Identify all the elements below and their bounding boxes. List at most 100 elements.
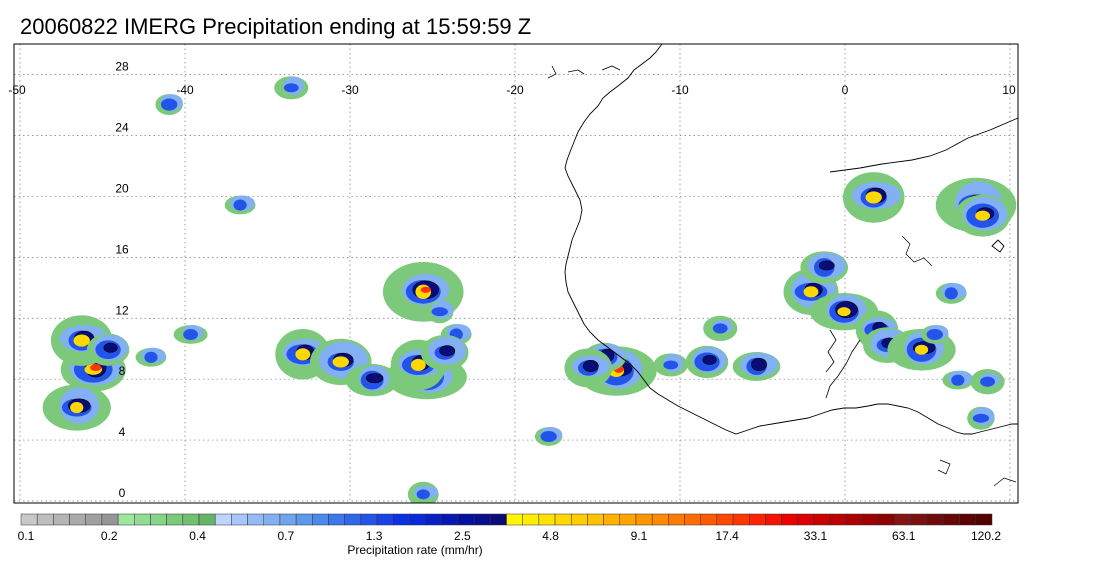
colorbar-swatch bbox=[765, 513, 782, 526]
colorbar-swatch bbox=[927, 513, 944, 526]
map-frame bbox=[13, 43, 1019, 504]
rain-cell bbox=[685, 345, 729, 379]
colorbar-swatch bbox=[214, 513, 232, 526]
latitude-tick-label: 0 bbox=[119, 486, 126, 500]
colorbar-swatch bbox=[360, 513, 378, 526]
colorbar-swatch bbox=[975, 513, 993, 526]
graticule bbox=[14, 44, 1018, 503]
colorbar-swatch bbox=[749, 513, 766, 526]
colorbar-swatch bbox=[878, 513, 896, 526]
rain-contour bbox=[837, 307, 851, 317]
colorbar-swatch bbox=[619, 513, 637, 526]
colorbar-swatch bbox=[554, 513, 572, 526]
colorbar-swatch bbox=[894, 513, 912, 526]
colorbar-swatch bbox=[85, 513, 103, 526]
colorbar-swatch bbox=[376, 513, 394, 526]
axis-tick-labels: -50 -40 -30 -20 -10 0 10 28 24 20 16 12 8 4 0 bbox=[8, 60, 1016, 500]
rain-cell bbox=[935, 282, 967, 304]
colorbar-swatch bbox=[344, 513, 362, 526]
colorbar-swatch bbox=[150, 513, 167, 526]
rain-contour bbox=[914, 344, 929, 355]
colorbar-swatch bbox=[101, 513, 119, 526]
colorbar-tick-label: 33.1 bbox=[804, 529, 828, 543]
rain-contour bbox=[144, 351, 158, 363]
colorbar-swatch bbox=[198, 513, 216, 526]
colorbar-swatch bbox=[910, 513, 928, 526]
colorbar-tick-label: 17.4 bbox=[716, 529, 740, 543]
rain-cell bbox=[173, 324, 208, 344]
colorbar-swatch bbox=[69, 513, 86, 526]
map-frame-background bbox=[14, 44, 1018, 503]
colorbar-swatch bbox=[829, 513, 847, 526]
colorbar-swatch bbox=[425, 513, 443, 526]
rain-cell bbox=[345, 364, 399, 397]
rain-contour bbox=[183, 328, 198, 341]
colorbar-swatch bbox=[943, 513, 960, 526]
longitude-tick-label: -30 bbox=[341, 83, 359, 97]
rain-cell bbox=[921, 324, 949, 344]
rain-cell bbox=[800, 251, 848, 284]
colorbar-swatch bbox=[263, 513, 281, 526]
longitude-tick-label: -10 bbox=[671, 83, 689, 97]
rain-contour bbox=[951, 374, 965, 386]
rain-cell bbox=[274, 76, 309, 100]
colorbar bbox=[20, 513, 993, 526]
colorbar-swatch bbox=[473, 513, 491, 526]
colorbar-swatch bbox=[166, 513, 184, 526]
northern-coast-outline bbox=[547, 65, 621, 79]
west-africa-coastline bbox=[564, 44, 1018, 435]
rain-contour bbox=[582, 359, 599, 373]
rain-contour bbox=[803, 286, 819, 298]
colorbar-swatch bbox=[813, 513, 831, 526]
colorbar-swatch bbox=[392, 513, 410, 526]
rain-cell bbox=[564, 348, 613, 388]
colorbar-tick-label: 0.2 bbox=[101, 529, 118, 543]
colorbar-tick-label: 0.4 bbox=[189, 529, 206, 543]
rain-contour bbox=[712, 323, 728, 334]
colorbar-swatch bbox=[635, 513, 653, 526]
colorbar-tick-label: 4.8 bbox=[542, 529, 559, 543]
rain-contour bbox=[663, 360, 679, 370]
rain-cell bbox=[703, 315, 738, 342]
colorbar-swatch bbox=[781, 513, 799, 526]
rain-cell bbox=[942, 370, 974, 390]
colorbar-swatch bbox=[490, 513, 507, 526]
longitude-tick-label: -20 bbox=[506, 83, 524, 97]
niger-river-outline bbox=[825, 339, 861, 399]
rain-contour bbox=[410, 358, 426, 372]
rain-contour bbox=[439, 345, 456, 357]
latitude-tick-label: 20 bbox=[115, 181, 129, 195]
rain-cell bbox=[420, 334, 469, 371]
colorbar-swatch bbox=[538, 513, 556, 526]
colorbar-swatch bbox=[20, 513, 38, 526]
rain-contour bbox=[332, 356, 349, 368]
rain-contour bbox=[283, 83, 299, 93]
rain-contour bbox=[416, 489, 430, 500]
colorbar-swatch bbox=[53, 513, 70, 526]
colorbar-tick-label: 63.1 bbox=[892, 529, 916, 543]
colorbar-swatch bbox=[117, 513, 135, 526]
rain-cell bbox=[534, 426, 563, 446]
rain-cell bbox=[42, 384, 111, 431]
rain-contour bbox=[972, 413, 990, 423]
longitude-tick-label: 10 bbox=[1002, 83, 1016, 97]
colorbar-swatch bbox=[441, 513, 459, 526]
latitude-tick-label: 24 bbox=[115, 121, 129, 135]
colorbar-tick-label: 0.1 bbox=[18, 529, 35, 543]
rain-contour bbox=[702, 354, 717, 365]
colorbar-swatch bbox=[846, 513, 863, 526]
colorbar-swatch bbox=[328, 513, 345, 526]
latitude-tick-label: 4 bbox=[119, 425, 126, 439]
colorbar-swatch bbox=[295, 513, 313, 526]
latitude-tick-label: 12 bbox=[115, 303, 129, 317]
rain-contour bbox=[865, 191, 882, 204]
map-title: 20060822 IMERG Precipitation ending at 1… bbox=[20, 14, 532, 39]
colorbar-swatch bbox=[506, 513, 523, 526]
colorbar-title: Precipitation rate (mm/hr) bbox=[347, 543, 482, 557]
rain-contour bbox=[233, 199, 247, 211]
rain-cell bbox=[955, 194, 1011, 237]
colorbar-labels: 0.1 0.2 0.4 0.7 1.3 2.5 4.8 9.1 17.4 33.1 63.1 120.… bbox=[18, 529, 1002, 543]
rain-contour bbox=[295, 348, 311, 361]
rain-contour bbox=[103, 342, 118, 353]
